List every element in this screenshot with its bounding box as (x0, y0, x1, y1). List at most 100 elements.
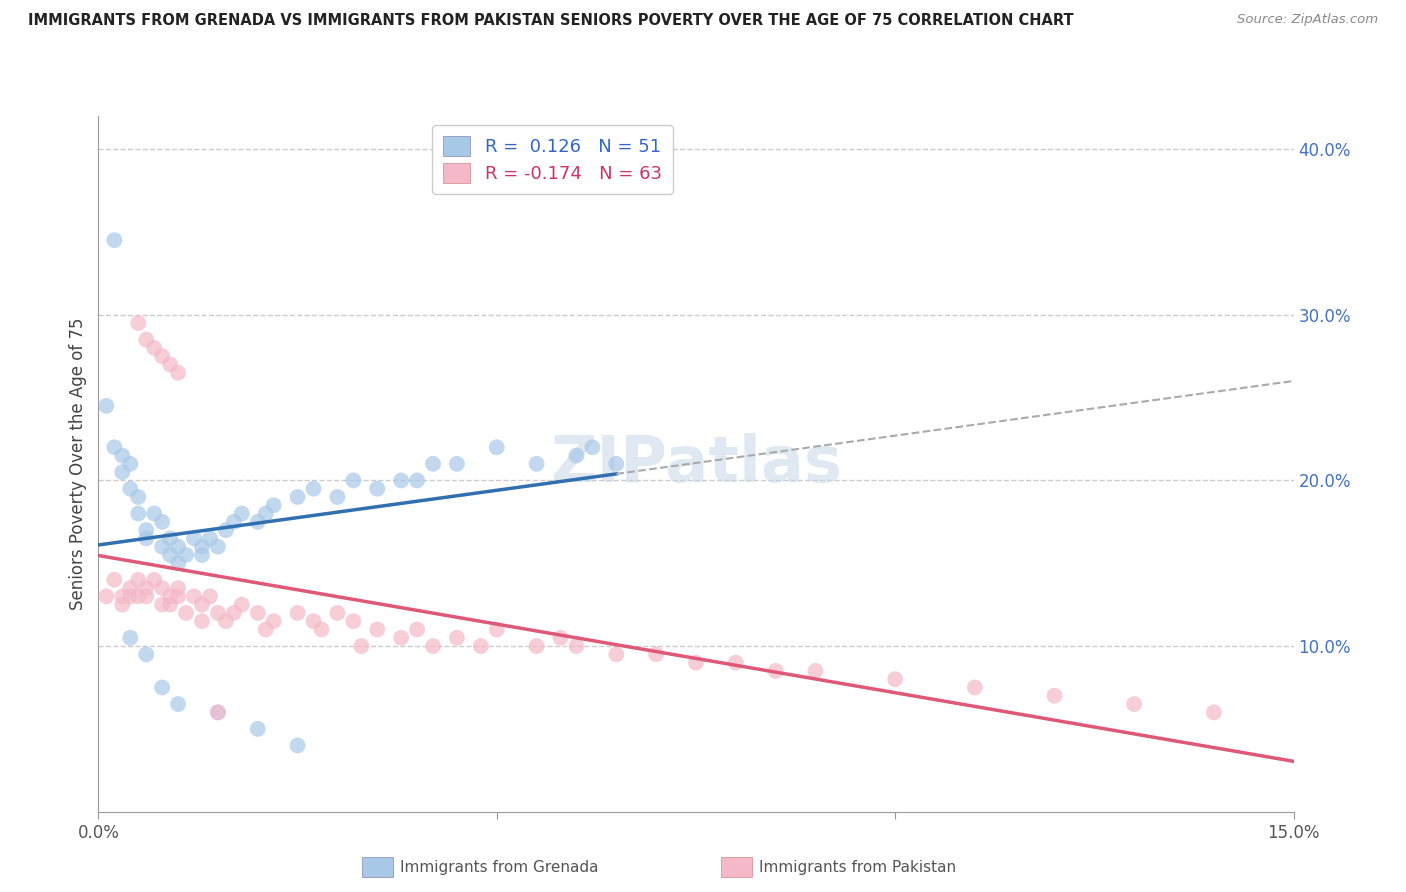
Point (389, 631, 412, 645)
Point (143, 507, 166, 521)
Point (254, 623, 277, 637)
Point (150, 540, 173, 554)
Point (287, 606, 309, 620)
Point (111, 449, 134, 463)
Point (287, 490, 309, 504)
Point (366, 482, 388, 496)
Point (804, 664, 827, 678)
Point (765, 664, 787, 678)
Point (350, 639, 373, 653)
Point (150, 598, 173, 612)
Point (191, 598, 214, 612)
Point (581, 440, 603, 454)
Point (191, 548, 214, 562)
Point (127, 573, 149, 587)
Point (246, 722, 269, 736)
Point (159, 358, 181, 372)
Point (191, 614, 214, 628)
Point (120, 590, 142, 604)
Point (127, 316, 149, 330)
Text: Immigrants from Grenada: Immigrants from Grenada (399, 860, 599, 874)
Y-axis label: Seniors Poverty Over the Age of 75: Seniors Poverty Over the Age of 75 (69, 318, 87, 610)
Point (111, 465, 134, 479)
Point (159, 548, 181, 562)
Point (120, 457, 142, 471)
Point (246, 606, 269, 620)
Point (963, 681, 986, 695)
Point (135, 523, 157, 537)
Point (565, 449, 588, 463)
Point (485, 440, 508, 454)
Point (135, 581, 157, 595)
Point (127, 507, 149, 521)
Point (183, 590, 205, 604)
Point (311, 623, 333, 637)
Point (198, 590, 221, 604)
Point (446, 631, 468, 645)
Point (1123, 697, 1146, 711)
Point (685, 656, 707, 670)
Point (167, 590, 190, 604)
Point (167, 366, 190, 380)
Point (103, 440, 125, 454)
Point (96, 590, 118, 604)
Point (143, 573, 166, 587)
Point (1043, 689, 1066, 703)
Point (167, 556, 190, 570)
Point (150, 515, 173, 529)
Point (222, 515, 245, 529)
Point (565, 639, 588, 653)
Point (135, 532, 157, 546)
Point (605, 648, 627, 662)
Point (183, 532, 205, 546)
Text: Immigrants from Pakistan: Immigrants from Pakistan (759, 860, 956, 874)
Point (103, 233, 125, 247)
Point (326, 490, 349, 504)
Point (263, 498, 285, 512)
Point (111, 590, 134, 604)
Point (302, 482, 325, 496)
Point (150, 581, 173, 595)
Point (326, 606, 349, 620)
Point (526, 457, 548, 471)
Point (159, 598, 181, 612)
Point (222, 606, 245, 620)
Point (231, 507, 253, 521)
Point (724, 656, 747, 670)
Point (550, 631, 572, 645)
Point (135, 648, 157, 662)
Point (120, 631, 142, 645)
Point (422, 639, 444, 653)
Point (263, 614, 285, 628)
Point (127, 590, 149, 604)
Point (207, 706, 229, 720)
Point (485, 623, 508, 637)
Point (167, 697, 190, 711)
Point (215, 614, 238, 628)
Point (302, 614, 325, 628)
Point (103, 573, 125, 587)
Point (446, 457, 468, 471)
Point (1202, 706, 1225, 720)
Point (159, 532, 181, 546)
Point (645, 648, 668, 662)
Point (198, 532, 221, 546)
Point (605, 457, 627, 471)
Point (207, 606, 229, 620)
Point (406, 474, 429, 488)
Point (150, 349, 173, 363)
Text: ZIPatlas: ZIPatlas (550, 433, 842, 495)
Point (127, 490, 149, 504)
Point (231, 598, 253, 612)
Point (389, 474, 412, 488)
Point (150, 681, 173, 695)
Point (207, 706, 229, 720)
Point (526, 639, 548, 653)
Point (135, 333, 157, 347)
Point (143, 341, 166, 355)
Point (406, 623, 429, 637)
Point (174, 606, 197, 620)
Point (215, 523, 238, 537)
Point (287, 739, 309, 753)
Point (207, 540, 229, 554)
